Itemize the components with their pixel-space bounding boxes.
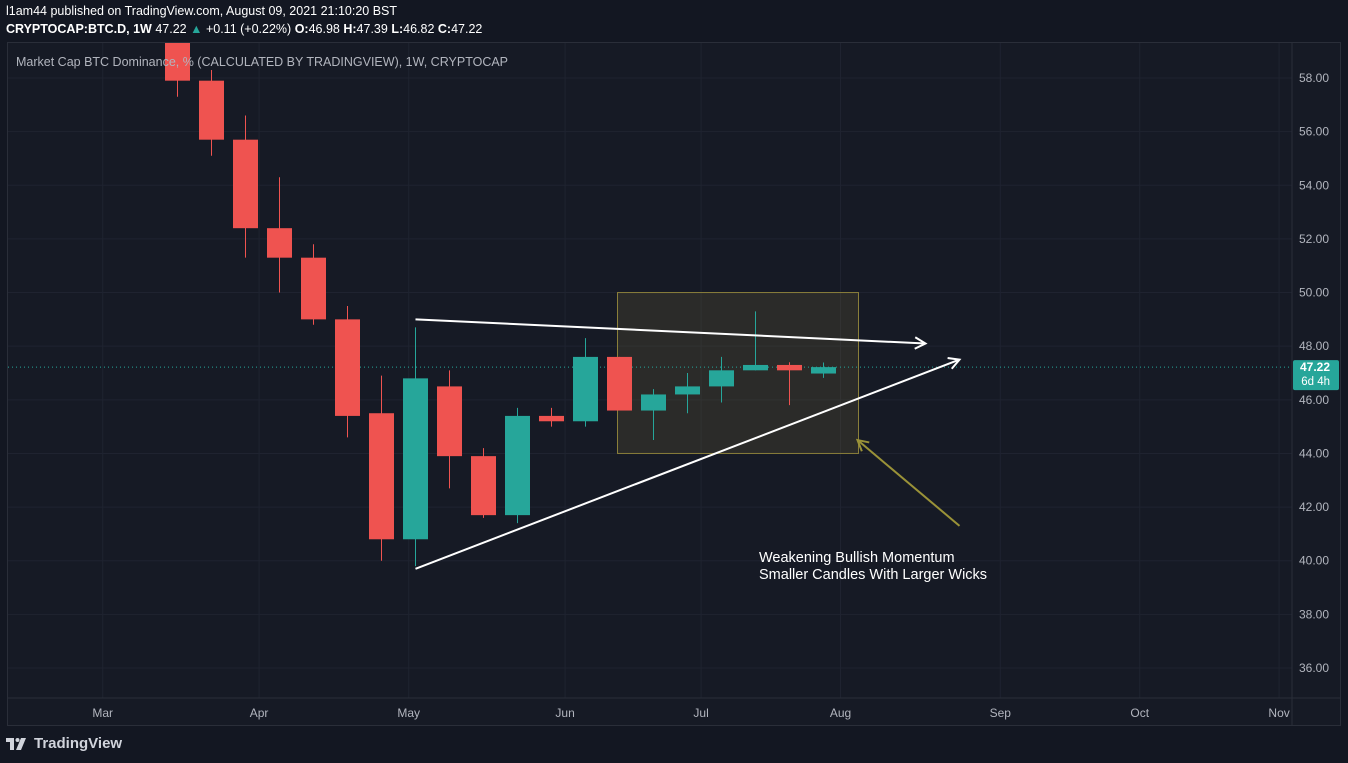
close-label: C: (437, 22, 452, 36)
y-tick-label: 48.00 (1299, 339, 1329, 353)
candle-body-down (335, 319, 360, 416)
annotation-text-line1: Weakening Bullish Momentum (759, 550, 955, 566)
tradingview-brand: TradingView (34, 735, 123, 752)
pointer-arrow-head (855, 438, 870, 452)
x-tick-label: Mar (92, 706, 113, 720)
upper-trendline-arrow (415, 318, 926, 345)
y-tick-label: 54.00 (1299, 178, 1329, 192)
candle-body-down (471, 456, 496, 516)
upper-trendline-arrow-head (914, 336, 928, 350)
plot-area (8, 43, 1292, 570)
candle-body-up (505, 415, 530, 516)
candle-body-down (607, 356, 632, 411)
chart-title: Market Cap BTC Dominance, % (CALCULATED … (16, 55, 508, 69)
x-tick-label: Oct (1130, 706, 1149, 720)
y-tick-label: 40.00 (1299, 554, 1329, 568)
candle-body-down (369, 413, 394, 540)
y-tick-label: 56.00 (1299, 125, 1329, 139)
high-value: 47.39 (356, 22, 388, 36)
x-tick-label: Sep (990, 706, 1012, 720)
ohlc-line: CRYPTOCAP:BTC.D, 1W 47.22 ▲ +0.11 (+0.22… (6, 22, 482, 36)
lower-trendline-arrow-head (947, 357, 962, 370)
up-triangle-icon: ▲ (190, 22, 203, 36)
candle-body-down (199, 80, 224, 140)
x-tick-label: Nov (1268, 706, 1289, 720)
y-tick-label: 36.00 (1299, 661, 1329, 675)
candle-body-up (675, 386, 700, 395)
x-tick-label: Jun (555, 706, 574, 720)
high-label: H: (343, 22, 357, 36)
low-label: L: (391, 22, 404, 36)
y-tick-label: 44.00 (1299, 446, 1329, 460)
open-value: 46.98 (308, 22, 340, 36)
y-tick-label: 50.00 (1299, 286, 1329, 300)
tradingview-logo-icon (6, 737, 26, 750)
candle-body-up (709, 370, 734, 387)
last-price-value: 47.22 (155, 22, 187, 36)
tradingview-footer: TradingView (6, 735, 122, 752)
y-tick-label: 46.00 (1299, 393, 1329, 407)
countdown-label: 6d 4h (1301, 376, 1330, 388)
x-tick-label: May (397, 706, 420, 720)
chart-frame[interactable]: Weakening Bullish Momentum Smaller Candle… (7, 42, 1341, 726)
change-value: +0.11 (+0.22%) (205, 22, 292, 36)
last-price-label: 47.22 (1300, 360, 1330, 374)
publisher-line: l1am44 published on TradingView.com, Aug… (6, 4, 398, 18)
annotation-text-line2: Smaller Candles With Larger Wicks (759, 567, 987, 583)
candle-body-up (641, 394, 666, 411)
candle-body-up (743, 364, 768, 371)
publish-header: l1am44 published on TradingView.com, Aug… (0, 0, 1348, 40)
low-value: 46.82 (403, 22, 435, 36)
candle-body-down (437, 386, 462, 457)
open-label: O: (294, 22, 309, 36)
pointer-arrow (856, 439, 961, 527)
last-price-label-bg (1293, 360, 1339, 391)
y-tick-label: 42.00 (1299, 500, 1329, 514)
candle-body-down (267, 228, 292, 258)
candle-body-down (777, 364, 802, 371)
candle-body-down (301, 257, 326, 320)
y-tick-label: 58.00 (1299, 71, 1329, 85)
x-tick-label: Jul (693, 706, 708, 720)
lower-trendline-arrow (415, 358, 960, 570)
candle-body-down (539, 415, 564, 422)
candle-body-up (403, 378, 428, 540)
candle-body-down (165, 43, 190, 81)
close-value: 47.22 (451, 22, 483, 36)
x-tick-label: Aug (830, 706, 851, 720)
candle-body-up (811, 367, 836, 374)
y-tick-label: 38.00 (1299, 607, 1329, 621)
candle-body-up (573, 356, 598, 422)
symbol-label: CRYPTOCAP:BTC.D, 1W (6, 22, 152, 36)
candle-body-down (233, 139, 258, 229)
y-tick-label: 52.00 (1299, 232, 1329, 246)
x-tick-label: Apr (250, 706, 269, 720)
